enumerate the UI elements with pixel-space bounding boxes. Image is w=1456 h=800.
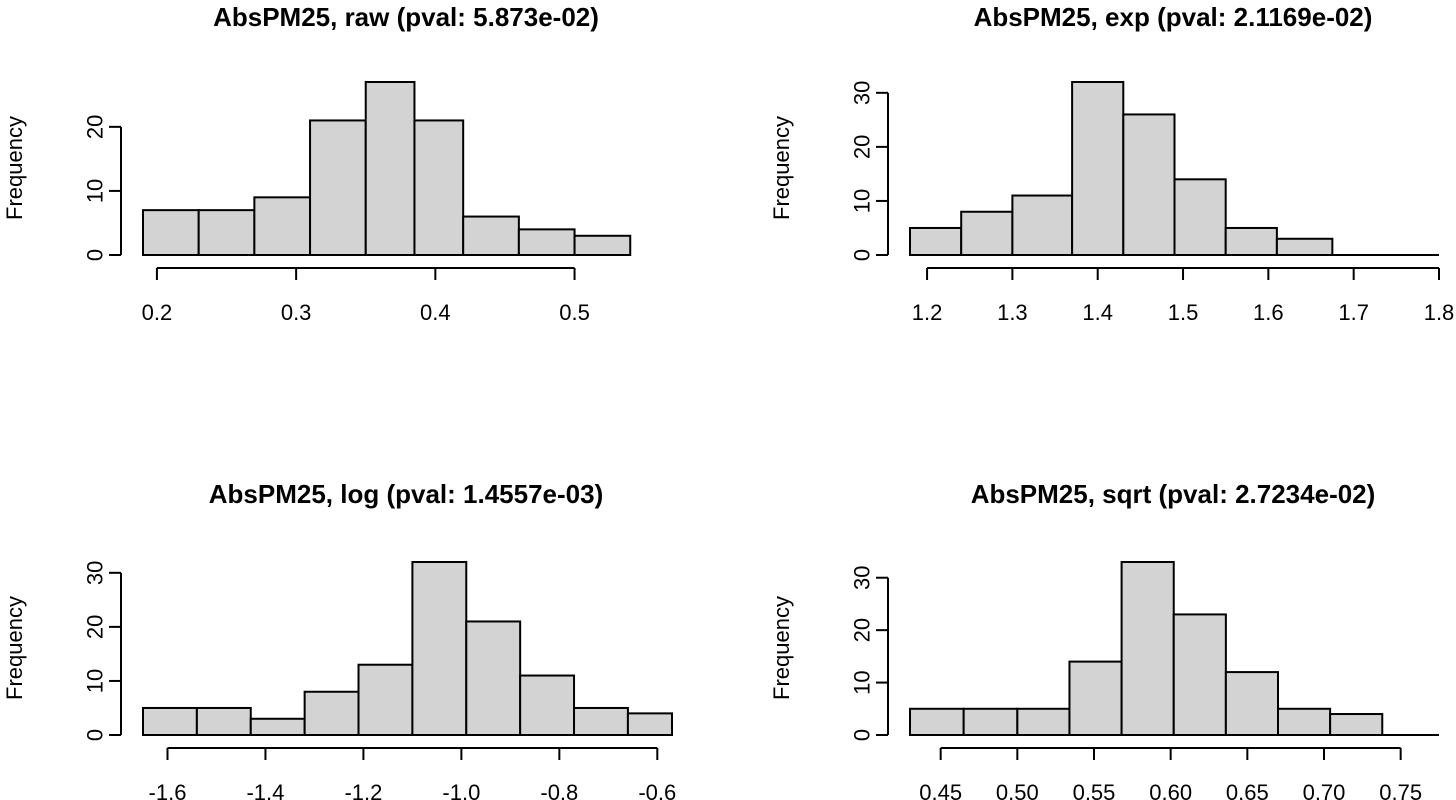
histogram-panel: AbsPM25, log (pval: 1.4557e-03) Frequency… xyxy=(2,479,676,800)
y-tick-label: 0 xyxy=(850,249,875,261)
x-tick-label: 0.45 xyxy=(919,780,962,800)
histogram-bar xyxy=(960,210,1014,256)
histogram-bar xyxy=(1224,671,1280,736)
histogram-bar xyxy=(1071,81,1125,256)
x-tick-label: 1.3 xyxy=(997,300,1028,325)
histogram-bar xyxy=(1224,226,1278,256)
histogram-bar xyxy=(517,228,576,257)
histogram-bar xyxy=(1172,613,1227,737)
y-tick-label: 30 xyxy=(83,561,108,585)
x-tick-label: -1.4 xyxy=(246,780,284,800)
histogram-bar xyxy=(303,690,360,736)
x-tick-label: -1.2 xyxy=(344,780,382,800)
histogram-bar xyxy=(1173,178,1227,256)
x-tick-label: -1.0 xyxy=(442,780,480,800)
histogram-bar xyxy=(1120,561,1175,736)
histogram-bar xyxy=(1122,113,1176,256)
histogram-bar xyxy=(364,81,416,256)
histogram-bar xyxy=(142,209,200,256)
y-tick-label: 20 xyxy=(850,618,875,642)
histogram-bar xyxy=(962,707,1019,737)
y-tick-label: 0 xyxy=(850,729,875,741)
y-tick-label: 0 xyxy=(83,249,108,261)
x-tick-label: 0.3 xyxy=(281,300,312,325)
x-tick-label: 0.65 xyxy=(1226,780,1269,800)
histogram-panel: AbsPM25, sqrt (pval: 2.7234e-02) Frequenc… xyxy=(769,479,1439,800)
histogram-bar xyxy=(519,674,576,736)
x-tick-label: 1.6 xyxy=(1253,300,1284,325)
x-tick-label: -0.6 xyxy=(638,780,676,800)
x-tick-label: 0.75 xyxy=(1379,780,1422,800)
y-tick-label: 20 xyxy=(850,135,875,159)
x-tick-label: 0.70 xyxy=(1303,780,1346,800)
histogram-bar xyxy=(253,196,312,256)
chart-title: AbsPM25, log (pval: 1.4557e-03) xyxy=(209,479,603,509)
y-axis-label: Frequency xyxy=(2,116,27,220)
histogram-bar xyxy=(413,119,465,256)
histogram-bar xyxy=(909,707,965,737)
x-tick-label: -0.8 xyxy=(540,780,578,800)
y-tick-label: 30 xyxy=(850,565,875,589)
histogram-bar xyxy=(1275,237,1334,256)
histogram-bar xyxy=(909,226,963,256)
x-tick-label: 0.50 xyxy=(996,780,1039,800)
x-tick-label: -1.6 xyxy=(149,780,187,800)
histogram-bar xyxy=(357,663,414,736)
chart-title: AbsPM25, raw (pval: 5.873e-02) xyxy=(213,2,599,32)
y-axis-label: Frequency xyxy=(2,596,27,700)
chart-title: AbsPM25, exp (pval: 2.1169e-02) xyxy=(974,2,1373,32)
y-tick-label: 10 xyxy=(850,670,875,694)
y-tick-label: 20 xyxy=(83,115,108,139)
histogram-bar xyxy=(197,209,256,256)
x-tick-label: 0.4 xyxy=(420,300,451,325)
y-tick-label: 0 xyxy=(83,729,108,741)
histogram-bar xyxy=(462,215,520,256)
histogram-bar xyxy=(1011,194,1074,256)
y-axis-label: Frequency xyxy=(769,116,794,220)
histogram-bar xyxy=(1016,707,1071,737)
x-tick-label: 1.8 xyxy=(1424,300,1455,325)
x-tick-label: 1.4 xyxy=(1082,300,1113,325)
y-tick-label: 10 xyxy=(83,669,108,693)
histogram-bar xyxy=(1277,707,1332,737)
histogram-bar xyxy=(309,119,367,256)
histogram-bar xyxy=(573,706,629,736)
x-tick-label: 1.5 xyxy=(1168,300,1199,325)
histogram-bar xyxy=(626,712,674,736)
histogram-bar xyxy=(1068,660,1123,737)
x-tick-label: 1.7 xyxy=(1338,300,1369,325)
y-tick-label: 30 xyxy=(850,81,875,105)
x-tick-label: 0.55 xyxy=(1073,780,1116,800)
histogram-bar xyxy=(142,706,198,736)
x-tick-label: 0.60 xyxy=(1149,780,1192,800)
y-tick-label: 10 xyxy=(850,189,875,213)
histogram-panel: AbsPM25, exp (pval: 2.1169e-02) Frequency… xyxy=(769,2,1454,325)
y-axis-label: Frequency xyxy=(769,596,794,700)
histogram-bar xyxy=(411,561,468,736)
histogram-bar xyxy=(249,717,306,736)
x-tick-label: 0.2 xyxy=(142,300,173,325)
histogram-bar xyxy=(573,234,632,256)
histogram-bar xyxy=(195,706,252,736)
y-tick-label: 20 xyxy=(83,615,108,639)
y-tick-label: 10 xyxy=(83,179,108,203)
histogram-panel: AbsPM25, raw (pval: 5.873e-02) Frequency 0… xyxy=(2,2,632,325)
x-tick-label: 0.5 xyxy=(559,300,590,325)
histogram-bar xyxy=(1329,713,1384,736)
x-tick-label: 1.2 xyxy=(912,300,943,325)
chart-title: AbsPM25, sqrt (pval: 2.7234e-02) xyxy=(971,479,1376,509)
histogram-bar xyxy=(465,620,522,736)
